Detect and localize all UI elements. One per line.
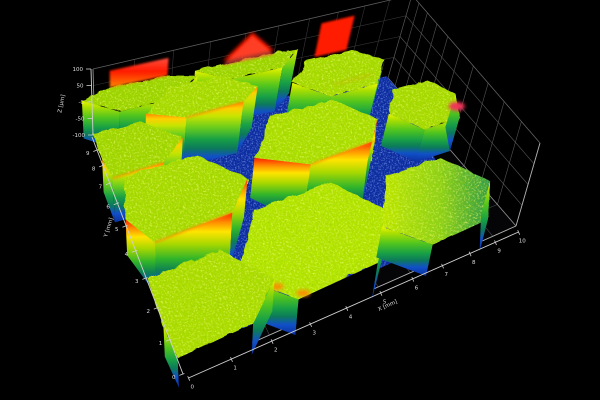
hex-wall [125, 219, 157, 296]
hex-mesa [376, 156, 491, 300]
z-tick-label: -50 [76, 116, 85, 122]
y-tick-label: 2 [146, 309, 150, 315]
x-tick-label: 3 [312, 331, 316, 337]
x-tick-label: 5 [383, 299, 387, 305]
x-tick-label: 1 [233, 366, 237, 372]
hex-wall [237, 86, 258, 153]
hex-top-face [195, 48, 298, 80]
x-tick-label: 9 [497, 249, 501, 255]
y-tick-label: 1 [159, 341, 163, 347]
x-tick-label: 7 [444, 272, 448, 278]
hex-wall [102, 159, 115, 223]
x-tick-label: 2 [274, 348, 278, 354]
x-tick-label: 4 [349, 315, 353, 321]
y-tick-label: 3 [135, 279, 139, 285]
x-tick-label: 10 [519, 239, 526, 245]
hex-wall [376, 226, 433, 276]
hex-top-face [388, 80, 460, 130]
y-tick-label: 5 [115, 227, 119, 233]
x-tick-label: 6 [415, 285, 419, 291]
z-axis: 100 50 -0 -50 -100 Z [µm] [57, 67, 94, 139]
hex-wall [229, 178, 248, 269]
orange-spot [296, 289, 311, 297]
y-axis-title: Y [mm] [103, 217, 115, 239]
hex-wall [183, 101, 244, 167]
hex-top-face [292, 50, 385, 97]
hex-wall [274, 48, 298, 112]
hex-top-face [382, 156, 491, 245]
y-tick-label: 6 [106, 205, 110, 211]
y-tick-label: 9 [86, 151, 90, 157]
z-tick-label: 100 [73, 67, 84, 73]
hex-top-face [81, 75, 198, 112]
hex-top-face [236, 182, 392, 300]
hex-mesa [147, 249, 275, 400]
x-axis-title: X [mm] [377, 299, 398, 313]
hex-wall [362, 118, 378, 203]
red-back-spike [314, 15, 355, 57]
z-tick-label: -100 [73, 133, 86, 139]
hex-wall [421, 219, 488, 300]
y-tick-label: 7 [99, 184, 103, 190]
hex-wall [177, 323, 254, 400]
x-tick-label: 8 [472, 260, 476, 266]
z-tick-label: -0 [79, 100, 85, 106]
hex-mesa [380, 80, 465, 162]
hex-wall [251, 279, 275, 355]
z-tick-label: 50 [77, 83, 84, 89]
y-tick-label: 4 [125, 252, 129, 258]
surface-hexagons [81, 15, 491, 400]
red-back-band [109, 57, 169, 88]
right-wall-grid [387, 0, 541, 227]
y-tick-label: 8 [92, 167, 96, 173]
z-axis-title: Z [µm] [57, 94, 66, 113]
hex-wall [293, 263, 378, 357]
hex-wall [163, 327, 179, 388]
red-corner-spot [448, 101, 465, 111]
y-tick-label: 0 [172, 375, 176, 381]
axes: 0 1 2 3 4 5 6 7 8 9 10 X [mm] 0 1 2 3 4 5 6 7 8 9 Y [mm] 100 50 -… [57, 67, 526, 391]
orange-streak [333, 73, 376, 85]
x-axis: 0 1 2 3 4 5 6 7 8 9 10 X [mm] [187, 230, 526, 391]
x-tick-label: 0 [191, 385, 195, 391]
hex-wall [380, 113, 425, 162]
y-axis: 0 1 2 3 4 5 6 7 8 9 Y [mm] [86, 136, 185, 381]
hex-wall [479, 181, 491, 252]
hex-mesa [123, 155, 248, 296]
hex-top-face [147, 249, 275, 359]
